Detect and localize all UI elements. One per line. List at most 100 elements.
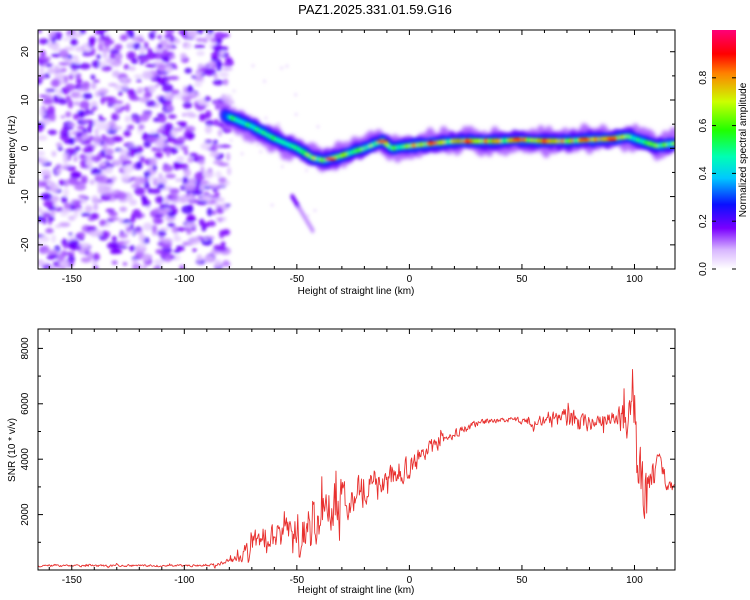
noise-blob bbox=[213, 72, 218, 80]
noise-blob bbox=[100, 230, 111, 239]
noise-blob bbox=[196, 30, 204, 35]
noise-blob bbox=[70, 171, 82, 179]
noise-blob bbox=[72, 55, 79, 60]
noise-blob bbox=[124, 239, 131, 244]
noise-blob bbox=[91, 212, 100, 220]
noise-blob bbox=[98, 114, 103, 119]
noise-blob bbox=[134, 187, 146, 196]
colorbar-tick-label: 0.4 bbox=[698, 166, 709, 180]
noise-blob bbox=[82, 146, 94, 154]
noise-blob bbox=[45, 63, 53, 68]
noise-blob bbox=[141, 195, 148, 205]
noise-blob bbox=[94, 128, 99, 136]
noise-blob bbox=[91, 259, 99, 265]
noise-blob bbox=[142, 253, 150, 262]
noise-blob bbox=[109, 49, 120, 55]
colorbar-label: Normalized spectral amplitude bbox=[738, 82, 749, 217]
noise-blob bbox=[170, 147, 179, 155]
noise-blob bbox=[48, 183, 59, 193]
noise-blob bbox=[145, 100, 157, 107]
noise-blob bbox=[131, 58, 138, 65]
noise-blob bbox=[118, 218, 124, 224]
noise-blob bbox=[40, 118, 51, 125]
noise-blob bbox=[51, 234, 56, 243]
noise-blob bbox=[117, 191, 127, 201]
noise-blob bbox=[47, 113, 55, 121]
noise-blob bbox=[67, 99, 74, 109]
noise-blob bbox=[71, 200, 83, 204]
sparse-dot bbox=[305, 168, 309, 172]
colorbar-tick-label: 0.8 bbox=[698, 70, 709, 84]
noise-blob bbox=[38, 135, 48, 141]
spectrogram-y-axis-label: Frequency (Hz) bbox=[7, 116, 18, 185]
noise-blob bbox=[225, 57, 233, 62]
noise-blob bbox=[74, 101, 80, 106]
noise-blob bbox=[185, 111, 195, 117]
noise-blob bbox=[105, 148, 115, 156]
noise-blob bbox=[62, 166, 67, 170]
noise-blob bbox=[123, 81, 128, 90]
noise-blob bbox=[163, 92, 175, 101]
noise-blob bbox=[151, 147, 159, 152]
noise-blob bbox=[181, 112, 187, 117]
noise-blob bbox=[214, 259, 222, 268]
noise-blob bbox=[109, 53, 116, 60]
noise-blob bbox=[55, 142, 63, 148]
noise-blob bbox=[98, 61, 106, 67]
noise-blob bbox=[157, 183, 166, 190]
noise-blob bbox=[84, 51, 96, 56]
snr-x-tick-label: -100 bbox=[174, 575, 194, 586]
noise-blob bbox=[92, 79, 100, 83]
noise-blob bbox=[154, 207, 160, 214]
colorbar-gradient bbox=[712, 30, 736, 269]
noise-blob bbox=[129, 223, 134, 230]
noise-blob bbox=[120, 173, 131, 182]
noise-blob bbox=[65, 111, 72, 118]
noise-blob bbox=[202, 37, 208, 44]
noise-blob bbox=[91, 195, 99, 201]
noise-blob bbox=[72, 113, 80, 120]
noise-blob bbox=[220, 230, 229, 235]
noise-blob bbox=[152, 265, 161, 269]
noise-blob bbox=[165, 104, 174, 112]
noise-blob bbox=[203, 170, 214, 179]
noise-blob bbox=[191, 75, 197, 79]
noise-blob bbox=[51, 35, 56, 45]
noise-blob bbox=[107, 217, 120, 221]
noise-blob bbox=[204, 96, 211, 102]
sparse-dot bbox=[294, 112, 298, 116]
noise-blob bbox=[161, 115, 166, 124]
noise-blob bbox=[80, 175, 88, 185]
noise-blob bbox=[159, 227, 170, 231]
noise-blob bbox=[167, 210, 177, 218]
noise-blob bbox=[78, 194, 87, 199]
noise-blob bbox=[76, 125, 85, 130]
noise-blob bbox=[126, 51, 137, 60]
noise-blob bbox=[47, 216, 55, 222]
noise-blob bbox=[127, 146, 137, 150]
noise-blob bbox=[71, 66, 77, 72]
noise-blob bbox=[204, 125, 213, 134]
noise-blob bbox=[48, 254, 59, 259]
noise-blob bbox=[154, 213, 165, 218]
noise-blob bbox=[51, 78, 61, 88]
noise-blob bbox=[225, 203, 231, 207]
noise-blob bbox=[108, 211, 118, 217]
noise-blob bbox=[205, 110, 212, 119]
noise-blob bbox=[148, 85, 156, 94]
noise-blob bbox=[57, 253, 65, 263]
noise-blob bbox=[96, 175, 109, 184]
noise-blob bbox=[220, 241, 226, 248]
spectrogram-x-tick-label: 0 bbox=[407, 274, 413, 285]
noise-blob bbox=[75, 131, 84, 140]
noise-blob bbox=[128, 199, 138, 206]
noise-blob bbox=[47, 129, 58, 135]
noise-blob bbox=[198, 113, 206, 122]
noise-blob bbox=[84, 138, 92, 144]
noise-blob bbox=[188, 236, 201, 245]
noise-blob bbox=[61, 209, 72, 213]
noise-blob bbox=[55, 31, 63, 41]
noise-blob bbox=[138, 233, 146, 242]
noise-blob bbox=[63, 202, 72, 210]
